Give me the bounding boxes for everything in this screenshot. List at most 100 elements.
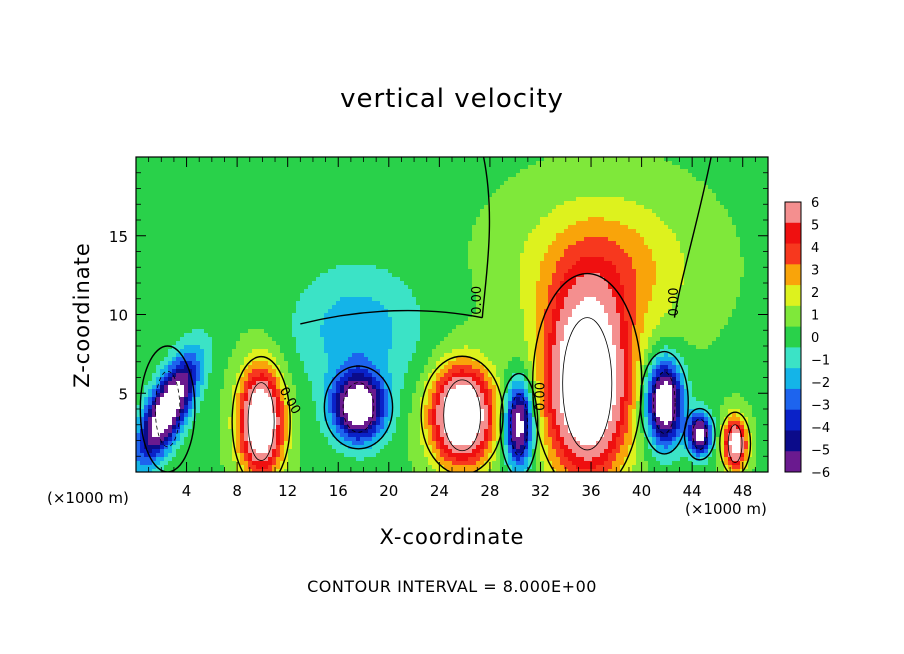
heat-cell [508,269,513,274]
heat-cell [260,253,265,258]
heat-cell [344,277,349,282]
heat-cell [468,245,473,250]
heat-cell [424,221,429,226]
heat-cell [424,165,429,170]
heat-cell [512,233,517,238]
heat-cell [144,165,149,170]
heat-cell [340,209,345,214]
heat-cell [544,225,549,230]
heat-cell [236,213,241,218]
heat-cell [396,249,401,254]
heat-cell [716,197,721,202]
heat-cell [752,161,757,166]
heat-cell [652,209,657,214]
heat-cell [192,189,197,194]
heat-cell [524,237,529,242]
heat-cell [172,253,177,258]
heat-cell [308,209,313,214]
heat-cell [552,269,557,274]
heat-cell [304,237,309,242]
heat-cell [404,173,409,178]
heat-cell [672,193,677,198]
heat-cell [496,249,501,254]
heat-cell [316,201,321,206]
heat-cell [644,181,649,186]
heat-cell [336,281,341,286]
heat-cell [684,253,689,258]
heat-cell [284,221,289,226]
heat-cell [624,173,629,178]
heat-cell [236,209,241,214]
heat-cell [680,269,685,274]
heat-cell [516,157,521,162]
heat-cell [544,181,549,186]
heat-cell [312,161,317,166]
heat-cell [496,225,501,230]
heat-cell [456,237,461,242]
heat-cell [604,257,609,262]
heat-cell [440,253,445,258]
heat-cell [224,213,229,218]
heat-cell [648,201,653,206]
heat-cell [712,197,717,202]
heat-cell [696,273,701,278]
heat-cell [136,273,141,278]
heat-cell [268,237,273,242]
heat-cell [696,229,701,234]
heat-cell [336,245,341,250]
heat-cell [328,205,333,210]
heat-cell [392,209,397,214]
heat-cell [536,209,541,214]
heat-cell [416,169,421,174]
heat-cell [516,261,521,266]
heat-cell [212,201,217,206]
heat-cell [672,273,677,278]
heat-cell [296,277,301,282]
heat-cell [404,181,409,186]
heat-cell [428,269,433,274]
heat-cell [260,181,265,186]
heat-cell [340,161,345,166]
heat-cell [140,225,145,230]
heat-cell [356,169,361,174]
heat-cell [680,205,685,210]
heat-cell [300,225,305,230]
heat-cell [568,157,573,162]
heat-cell [460,209,465,214]
heat-cell [268,189,273,194]
heat-cell [628,185,633,190]
heat-cell [308,217,313,222]
heat-cell [748,229,753,234]
heat-cell [392,261,397,266]
heat-cell [356,185,361,190]
heat-cell [216,229,221,234]
heat-cell [676,233,681,238]
heat-cell [468,201,473,206]
heat-cell [588,185,593,190]
heat-cell [724,217,729,222]
heat-cell [392,157,397,162]
heat-cell [608,277,613,282]
heat-cell [648,217,653,222]
heat-cell [168,225,173,230]
heat-cell [740,181,745,186]
heat-cell [572,209,577,214]
heat-cell [304,249,309,254]
heat-cell [276,249,281,254]
heat-cell [616,189,621,194]
heat-cell [160,281,165,286]
heat-cell [180,269,185,274]
heat-cell [548,249,553,254]
heat-cell [680,245,685,250]
heat-cell [712,277,717,282]
heat-cell [264,249,269,254]
heat-cell [508,173,513,178]
heat-cell [188,169,193,174]
heat-cell [396,157,401,162]
heat-cell [152,213,157,218]
heat-cell [436,181,441,186]
heat-cell [320,261,325,266]
heat-cell [716,181,721,186]
heat-cell [480,161,485,166]
heat-cell [260,165,265,170]
